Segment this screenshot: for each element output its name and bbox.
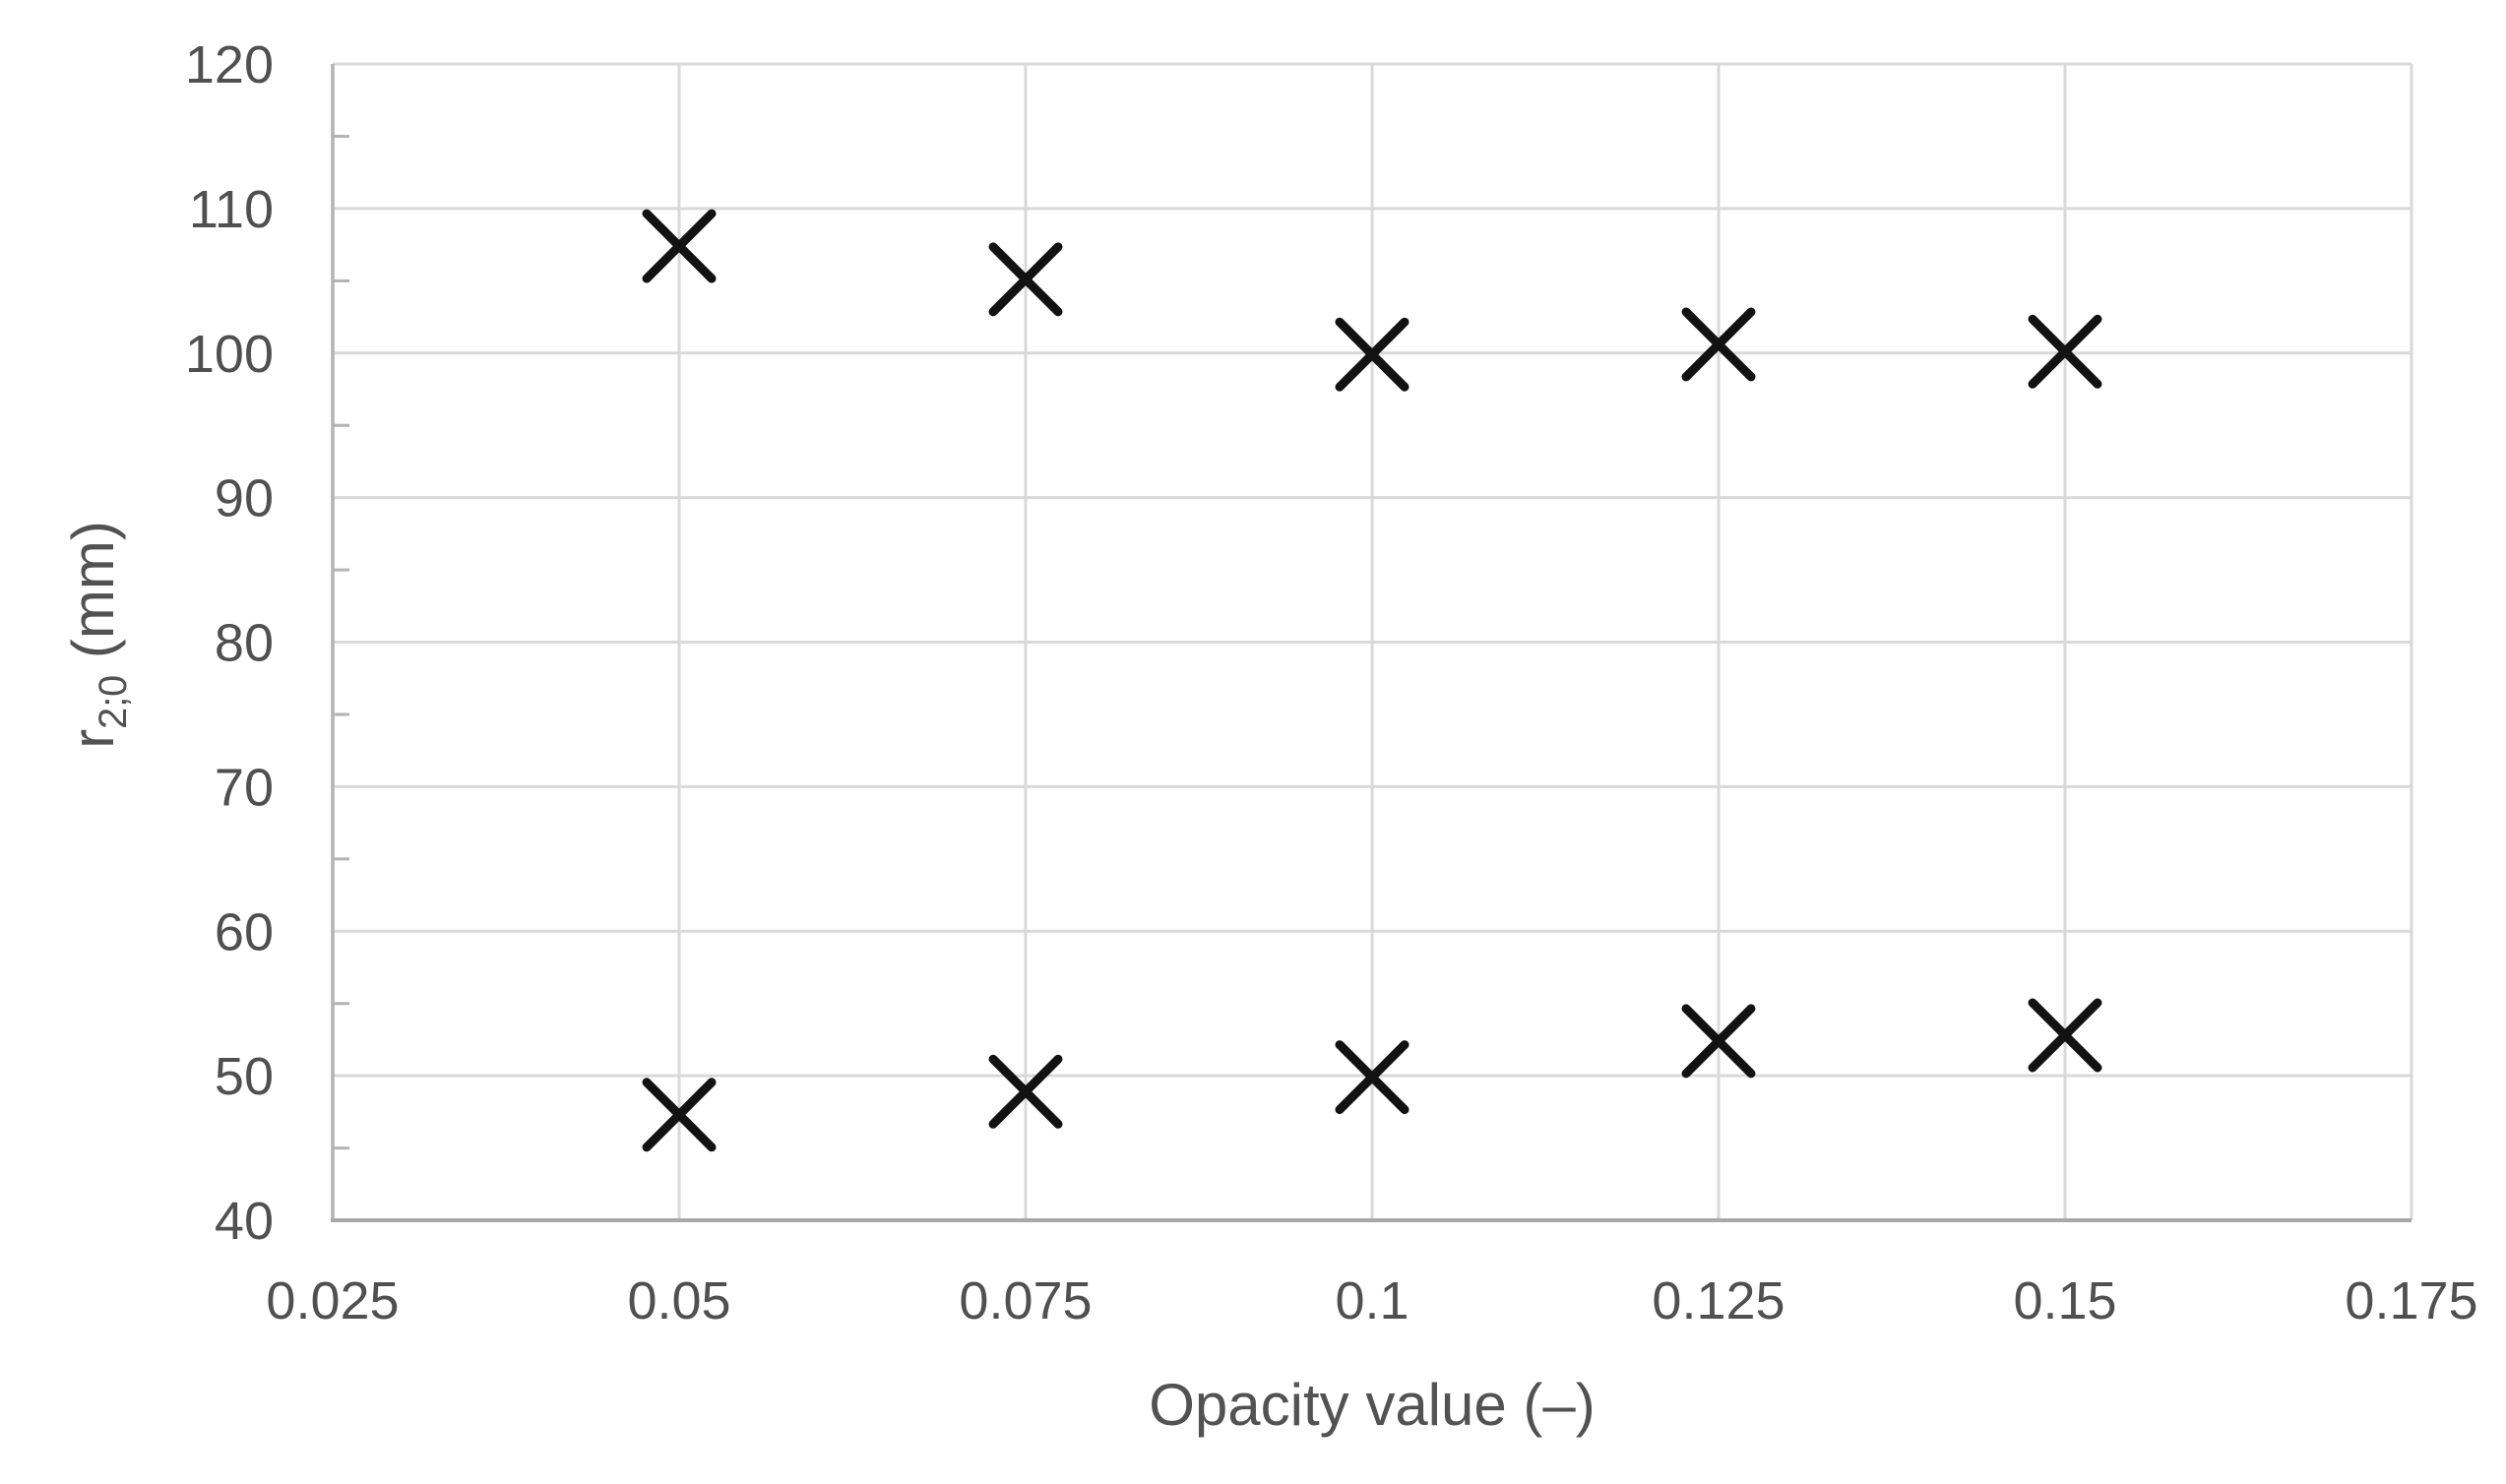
data-point-marker-upper-points — [988, 242, 1063, 317]
x-tick-label: 0.125 — [1652, 1271, 1785, 1330]
y-axis-title: r2;0 (mm) — [60, 521, 135, 749]
x-tick-label: 0.15 — [2013, 1271, 2116, 1330]
data-point-marker-lower-points — [1335, 1040, 1410, 1115]
y-axis-title-subscript: 2;0 — [92, 674, 135, 729]
data-point-marker-upper-points — [2028, 314, 2102, 389]
x-tick-label: 0.075 — [959, 1271, 1092, 1330]
y-tick-label: 50 — [215, 1047, 274, 1106]
y-axis-title-unit: (mm) — [60, 521, 126, 675]
y-tick-label: 40 — [215, 1192, 274, 1251]
y-tick-label: 60 — [215, 902, 274, 961]
data-point-marker-lower-points — [2028, 998, 2102, 1073]
x-tick-label: 0.05 — [627, 1271, 730, 1330]
y-tick-label: 80 — [215, 614, 274, 673]
data-point-marker-upper-points — [1681, 307, 1756, 382]
y-tick-label: 90 — [215, 469, 274, 528]
data-point-marker-lower-points — [988, 1054, 1063, 1129]
x-tick-label: 0.1 — [1335, 1271, 1409, 1330]
x-axis-title: Opacity value (–) — [1149, 1372, 1596, 1438]
x-tick-label: 0.025 — [266, 1271, 399, 1330]
x-tick-label: 0.175 — [2345, 1271, 2477, 1330]
y-tick-label: 120 — [185, 35, 274, 94]
y-tick-label: 110 — [189, 180, 274, 239]
data-point-marker-upper-points — [1335, 317, 1410, 392]
y-tick-label: 100 — [185, 325, 274, 384]
data-point-marker-lower-points — [642, 1078, 717, 1152]
data-point-marker-upper-points — [642, 209, 717, 283]
data-point-marker-lower-points — [1681, 1004, 1756, 1079]
y-axis-title-base: r — [60, 728, 126, 749]
y-tick-label: 70 — [215, 758, 274, 817]
